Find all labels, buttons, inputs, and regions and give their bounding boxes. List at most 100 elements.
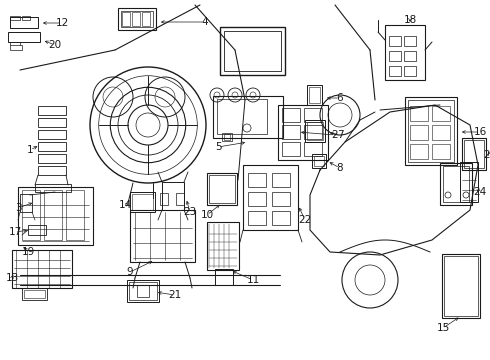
Bar [224,134,230,140]
Bar [282,108,300,122]
Bar [38,154,66,163]
Text: 11: 11 [246,275,260,285]
Text: 23: 23 [183,207,196,217]
Bar [410,125,428,140]
Bar [176,193,184,205]
Bar [35,184,71,192]
Bar [22,288,47,300]
Bar [460,162,478,202]
Text: 18: 18 [403,15,416,25]
Text: 2: 2 [332,130,338,140]
Text: 13: 13 [5,273,19,283]
Bar [243,165,298,230]
Bar [38,142,66,151]
Bar [22,16,30,20]
Bar [38,118,66,127]
Bar [464,140,484,168]
Bar [121,11,153,27]
Bar [282,142,300,156]
Text: 8: 8 [337,163,343,173]
Bar [304,125,322,139]
Bar [404,66,416,76]
Bar [132,194,153,210]
Text: 25: 25 [483,150,490,160]
Bar [432,125,450,140]
Bar [404,51,416,61]
Bar [215,269,233,285]
Bar [442,254,480,318]
Bar [304,108,322,122]
Bar [220,27,285,75]
Bar [272,192,290,206]
Text: 4: 4 [202,17,208,27]
Text: 19: 19 [22,247,35,257]
Text: 6: 6 [337,93,343,103]
Text: 10: 10 [200,210,214,220]
Bar [404,36,416,46]
Bar [307,85,322,105]
Text: 24: 24 [473,187,487,197]
Bar [162,182,184,210]
Text: 3: 3 [15,203,21,213]
Bar [272,211,290,225]
Bar [28,225,46,235]
Bar [129,282,157,300]
Bar [207,222,239,270]
Text: 17: 17 [8,227,22,237]
Bar [305,120,325,142]
Text: 15: 15 [437,323,450,333]
Bar [314,156,324,166]
Bar [38,106,66,115]
Bar [312,154,326,168]
Bar [10,16,20,20]
Text: 5: 5 [215,142,221,152]
Bar [248,173,266,187]
Bar [440,163,472,205]
Bar [122,12,130,26]
Bar [410,106,428,121]
Bar [20,194,32,212]
Bar [127,280,159,302]
Bar [137,285,149,297]
Text: 7: 7 [337,130,343,140]
Bar [213,96,283,138]
Bar [22,190,40,240]
Bar [278,105,328,160]
Bar [130,192,155,212]
Bar [224,31,281,71]
Bar [118,8,156,30]
Bar [248,192,266,206]
Bar [160,193,168,205]
Bar [389,51,401,61]
Bar [282,125,300,139]
Bar [410,144,428,159]
Bar [12,250,72,288]
Bar [272,173,290,187]
Bar [209,175,235,203]
Text: 22: 22 [298,215,312,225]
Bar [66,190,84,240]
Bar [304,142,322,156]
Bar [18,187,93,245]
Bar [8,32,40,42]
Bar [142,12,150,26]
Bar [38,166,66,175]
Bar [309,87,320,103]
Text: 16: 16 [473,127,487,137]
Bar [207,173,237,205]
Bar [24,290,45,298]
Bar [389,66,401,76]
Bar [385,25,425,80]
Bar [132,12,140,26]
Text: 12: 12 [55,18,69,28]
Text: 21: 21 [169,290,182,300]
Text: 9: 9 [127,267,133,277]
Bar [222,133,232,141]
Bar [44,190,62,240]
Bar [408,100,454,162]
Bar [217,99,267,134]
Text: 14: 14 [119,200,132,210]
Bar [389,36,401,46]
Bar [10,17,38,28]
Text: 1: 1 [26,145,33,155]
